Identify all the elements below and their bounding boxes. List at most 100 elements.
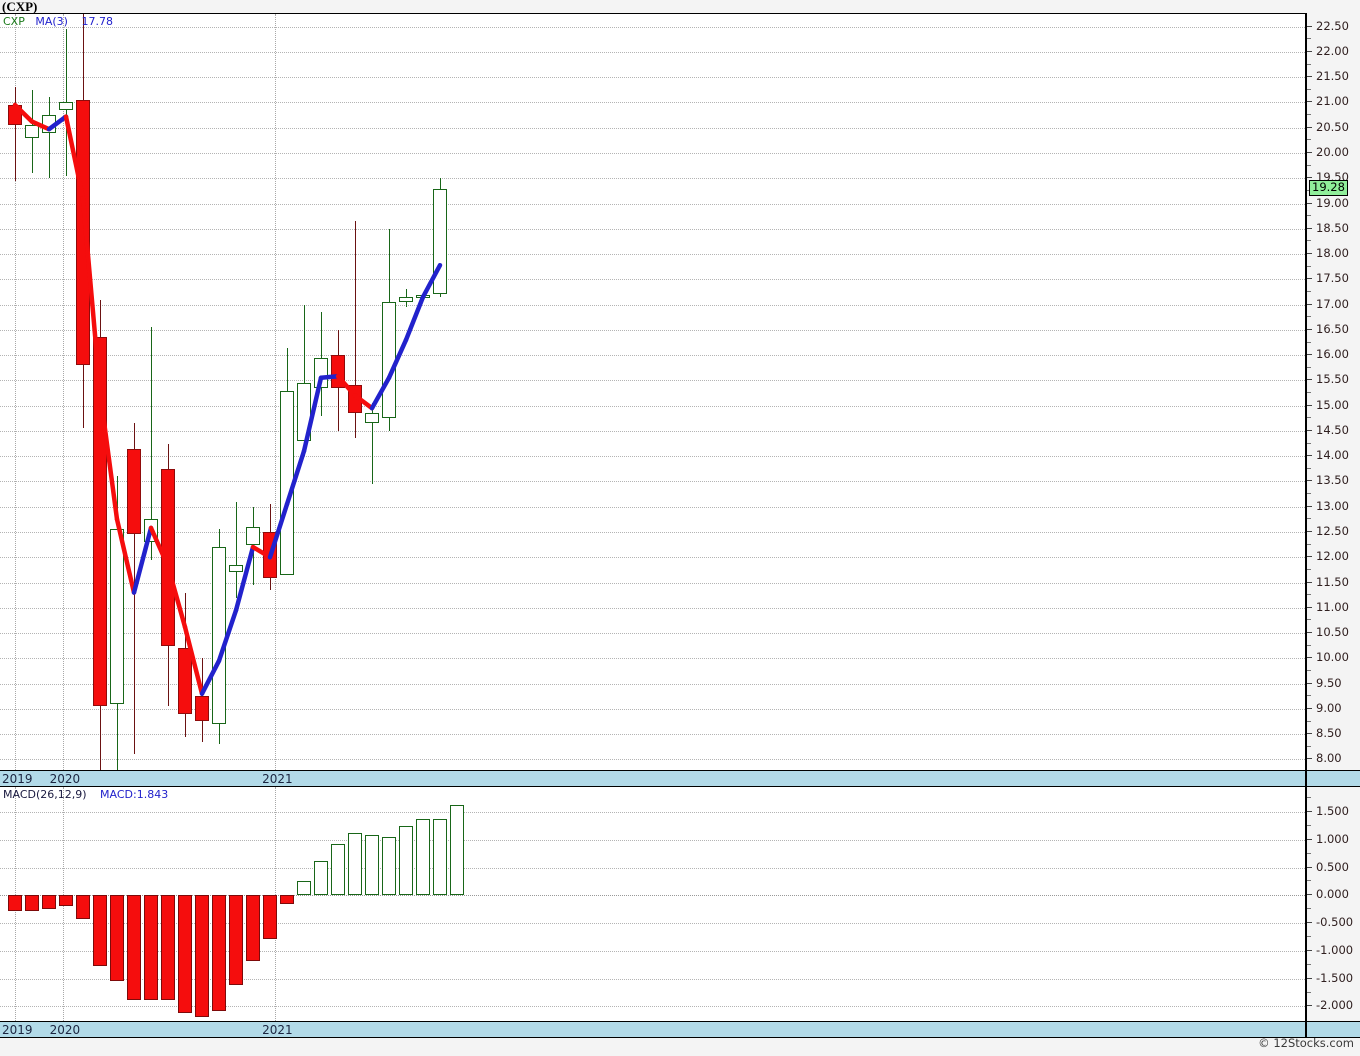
price-year-gridline — [275, 14, 277, 770]
date-axis-year-label: 2021 — [262, 772, 293, 786]
price-gridline — [0, 380, 1305, 382]
macd-axis-tick — [1307, 1005, 1312, 1007]
macd-histogram-bar[interactable] — [178, 895, 192, 1013]
date-axis-year-label: 2020 — [49, 772, 81, 786]
candle-body[interactable] — [263, 532, 277, 578]
price-gridline — [0, 153, 1305, 154]
price-axis-tick — [1307, 126, 1312, 128]
price-axis-minor-tick — [1307, 594, 1311, 596]
candle-body[interactable] — [42, 115, 56, 133]
price-chart-panel[interactable] — [0, 13, 1306, 771]
candle-body[interactable] — [331, 355, 345, 388]
candle-body[interactable] — [433, 189, 447, 295]
price-axis-label: 22.50 — [1316, 18, 1349, 33]
price-axis-label: 22.00 — [1316, 43, 1349, 58]
macd-histogram-bar[interactable] — [246, 895, 260, 961]
macd-histogram-bar[interactable] — [161, 895, 175, 1000]
macd-histogram-bar[interactable] — [263, 895, 277, 939]
price-gridline — [0, 355, 1305, 357]
macd-histogram-bar[interactable] — [59, 895, 73, 907]
macd-histogram-bar[interactable] — [314, 860, 328, 896]
date-axis-year-label: 2019 — [2, 772, 33, 786]
macd-histogram-bar[interactable] — [110, 895, 124, 982]
price-axis-minor-tick — [1307, 139, 1311, 141]
candle-body[interactable] — [127, 448, 141, 535]
price-axis-tick — [1307, 758, 1312, 760]
macd-chart-panel[interactable] — [0, 786, 1306, 1022]
macd-histogram-bar[interactable] — [365, 835, 379, 896]
candle-body[interactable] — [314, 357, 328, 388]
macd-axis-minor-tick — [1307, 963, 1311, 965]
price-gridline — [0, 405, 1305, 407]
candle-body[interactable] — [59, 102, 73, 110]
price-axis-tick — [1307, 25, 1312, 27]
candle-body[interactable] — [93, 337, 107, 707]
macd-histogram-bar[interactable] — [399, 825, 413, 896]
price-axis-minor-tick — [1307, 316, 1311, 318]
price-axis-minor-tick — [1307, 265, 1311, 267]
price-axis-tick — [1307, 632, 1312, 633]
candle-body[interactable] — [399, 297, 413, 303]
macd-histogram-bar[interactable] — [8, 895, 22, 911]
candle-body[interactable] — [110, 529, 124, 704]
price-axis-minor-tick — [1307, 493, 1311, 495]
price-axis-minor-tick — [1307, 341, 1311, 343]
price-gridline — [0, 203, 1305, 205]
macd-histogram-bar[interactable] — [195, 895, 209, 1018]
candle-body[interactable] — [365, 413, 379, 424]
macd-histogram-bar[interactable] — [25, 895, 39, 911]
candle-body[interactable] — [348, 385, 362, 414]
candle-body[interactable] — [76, 99, 90, 366]
price-date-axis[interactable]: 2019 2020 2021 — [0, 770, 1306, 787]
macd-axis-label: -2.000 — [1316, 998, 1354, 1013]
candle-body[interactable] — [382, 302, 396, 419]
macd-histogram-bar[interactable] — [416, 818, 430, 896]
macd-histogram-bar[interactable] — [433, 818, 447, 896]
macd-plot-area[interactable] — [0, 787, 1305, 1021]
candle-body[interactable] — [416, 294, 430, 298]
macd-histogram-bar[interactable] — [382, 837, 396, 896]
macd-axis-minor-tick — [1307, 852, 1311, 854]
macd-histogram-bar[interactable] — [42, 895, 56, 909]
macd-date-axis[interactable]: 2019 2020 2021 — [0, 1021, 1306, 1038]
candle-body[interactable] — [229, 564, 243, 573]
macd-histogram-bar[interactable] — [450, 805, 464, 896]
macd-histogram-bar[interactable] — [93, 895, 107, 967]
candle-body[interactable] — [195, 696, 209, 722]
macd-histogram-bar[interactable] — [229, 895, 243, 986]
candle-body[interactable] — [8, 105, 22, 126]
price-year-gridline — [15, 14, 16, 770]
candle-body[interactable] — [297, 382, 311, 441]
price-gridline — [0, 26, 1305, 28]
macd-histogram-bar[interactable] — [331, 844, 345, 896]
macd-histogram-bar[interactable] — [212, 895, 226, 1011]
macd-histogram-bar[interactable] — [348, 833, 362, 896]
candle-body[interactable] — [25, 125, 39, 138]
price-axis-minor-tick — [1307, 164, 1311, 166]
macd-axis-label: -1.500 — [1316, 970, 1354, 985]
candle-body[interactable] — [280, 390, 294, 575]
macd-histogram-bar[interactable] — [127, 895, 141, 1000]
price-axis-label: 20.50 — [1316, 119, 1349, 134]
last-price-tag: 19.28 — [1309, 180, 1348, 197]
price-gridline — [0, 456, 1305, 458]
price-axis-tick — [1307, 328, 1312, 330]
price-gridline — [0, 228, 1305, 230]
candle-body[interactable] — [144, 519, 158, 542]
price-axis-label: 20.00 — [1316, 145, 1349, 159]
macd-axis-minor-tick — [1307, 935, 1311, 937]
price-legend: CXP MA(3) 17.78 — [3, 15, 113, 28]
price-plot-area[interactable] — [0, 14, 1305, 770]
macd-histogram-bar[interactable] — [144, 895, 158, 1000]
macd-histogram-bar[interactable] — [76, 895, 90, 919]
candle-body[interactable] — [212, 547, 226, 724]
price-axis-minor-tick — [1307, 392, 1311, 393]
price-gridline — [0, 734, 1305, 736]
candle-body[interactable] — [161, 468, 175, 646]
price-axis-minor-tick — [1307, 442, 1311, 444]
macd-histogram-bar[interactable] — [280, 895, 294, 905]
candle-body[interactable] — [246, 526, 260, 545]
candle-wick — [236, 501, 237, 598]
macd-histogram-bar[interactable] — [297, 880, 311, 896]
candle-body[interactable] — [178, 648, 192, 714]
